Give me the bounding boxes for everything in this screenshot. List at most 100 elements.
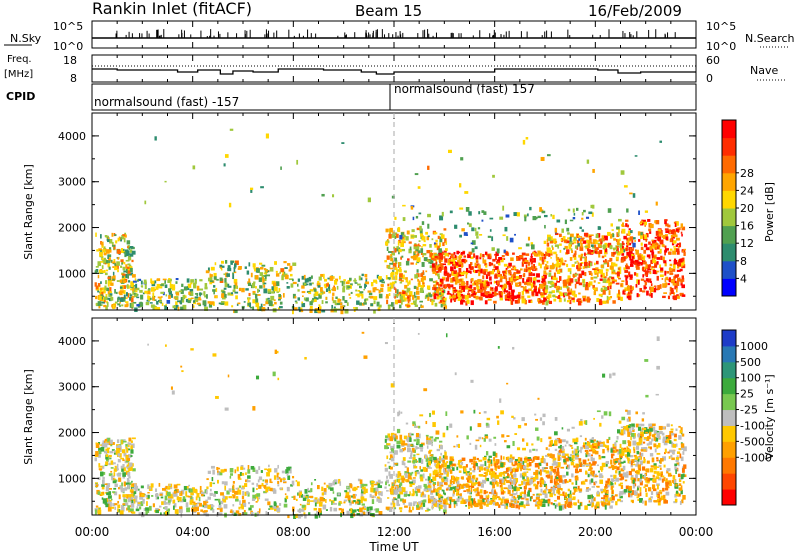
range-cell [452, 276, 457, 282]
range-cell [557, 296, 561, 299]
range-cell [258, 484, 262, 489]
range-cell [349, 284, 352, 289]
range-cell [194, 293, 198, 295]
range-cell [256, 512, 259, 516]
range-cell [571, 482, 574, 485]
range-cell [487, 298, 492, 301]
range-cell [482, 259, 487, 264]
range-cell [459, 496, 463, 500]
range-cell [604, 489, 609, 494]
range-cell [155, 493, 158, 496]
range-cell [676, 221, 679, 226]
range-cell [218, 302, 222, 305]
range-cell [499, 216, 504, 220]
range-cell [99, 287, 103, 291]
range-cell [617, 232, 620, 235]
range-cell [289, 278, 293, 281]
range-cell [439, 300, 444, 303]
range-cell [528, 276, 530, 280]
range-cell [659, 248, 662, 253]
range-cell [571, 250, 574, 254]
range-cell [414, 235, 418, 238]
range-cell [436, 245, 440, 251]
range-cell [671, 242, 675, 246]
range-cell [212, 508, 215, 513]
range-cell [517, 456, 521, 462]
range-cell [574, 442, 578, 445]
range-cell [608, 481, 613, 486]
range-cell [520, 468, 522, 472]
range-cell [133, 491, 137, 495]
range-cell [634, 259, 639, 263]
range-cell [486, 469, 490, 473]
range-cell [668, 251, 672, 255]
range-cell [670, 229, 674, 235]
range-cell [414, 304, 418, 307]
range-cell [297, 289, 300, 292]
range-cell [351, 509, 355, 514]
range-cell [485, 491, 489, 494]
range-cell [243, 512, 248, 516]
range-cell [131, 496, 134, 500]
range-cell [394, 485, 398, 491]
range-cell [143, 281, 147, 285]
range-cell [475, 280, 478, 284]
range-cell [241, 485, 245, 490]
range-cell [145, 510, 148, 515]
range-cell [408, 437, 412, 442]
range-cell [359, 291, 364, 294]
range-cell [523, 504, 526, 509]
range-cell [170, 278, 172, 282]
range-cell [509, 477, 512, 482]
range-cell [172, 493, 175, 497]
range-cell [511, 289, 515, 293]
range-cell [483, 271, 487, 275]
range-cell [399, 294, 402, 298]
range-cell [463, 255, 467, 258]
range-cell [527, 491, 530, 497]
range-cell [401, 448, 405, 452]
range-cell [118, 494, 121, 500]
range-cell [468, 478, 473, 484]
range-cell [310, 308, 314, 310]
range-cell [679, 258, 683, 263]
range-cell [218, 498, 221, 503]
range-cell [318, 306, 322, 309]
range-cell [508, 486, 512, 490]
range-cell [452, 493, 455, 497]
range-cell [442, 455, 446, 460]
range-cell [296, 283, 299, 287]
range-cell [545, 470, 550, 474]
range-cell [314, 478, 317, 481]
range-cell [586, 472, 589, 475]
range-cell [438, 461, 441, 464]
range-cell [100, 281, 102, 284]
range-cell [177, 306, 180, 311]
range-cell [204, 306, 208, 311]
range-cell [564, 245, 568, 249]
range-cell [533, 483, 537, 487]
range-cell [314, 291, 319, 296]
range-cell [548, 272, 552, 277]
range-cell [615, 282, 620, 285]
range-cell [293, 495, 296, 500]
range-cell [401, 293, 406, 299]
range-cell [318, 293, 321, 297]
range-cell [409, 482, 413, 487]
range-cell [125, 446, 128, 449]
range-cell [264, 271, 267, 274]
range-cell [533, 471, 537, 475]
range-cell [490, 462, 493, 467]
range-cell [117, 448, 122, 452]
range-cell [344, 308, 349, 314]
range-cell [638, 239, 641, 242]
range-cell [487, 295, 491, 298]
range-cell [103, 450, 108, 454]
range-cell [391, 234, 394, 238]
range-cell [295, 301, 298, 304]
range-cell [154, 509, 157, 513]
range-cell [334, 279, 338, 285]
range-cell [425, 490, 429, 493]
range-cell [656, 235, 659, 241]
range-cell [341, 142, 345, 144]
